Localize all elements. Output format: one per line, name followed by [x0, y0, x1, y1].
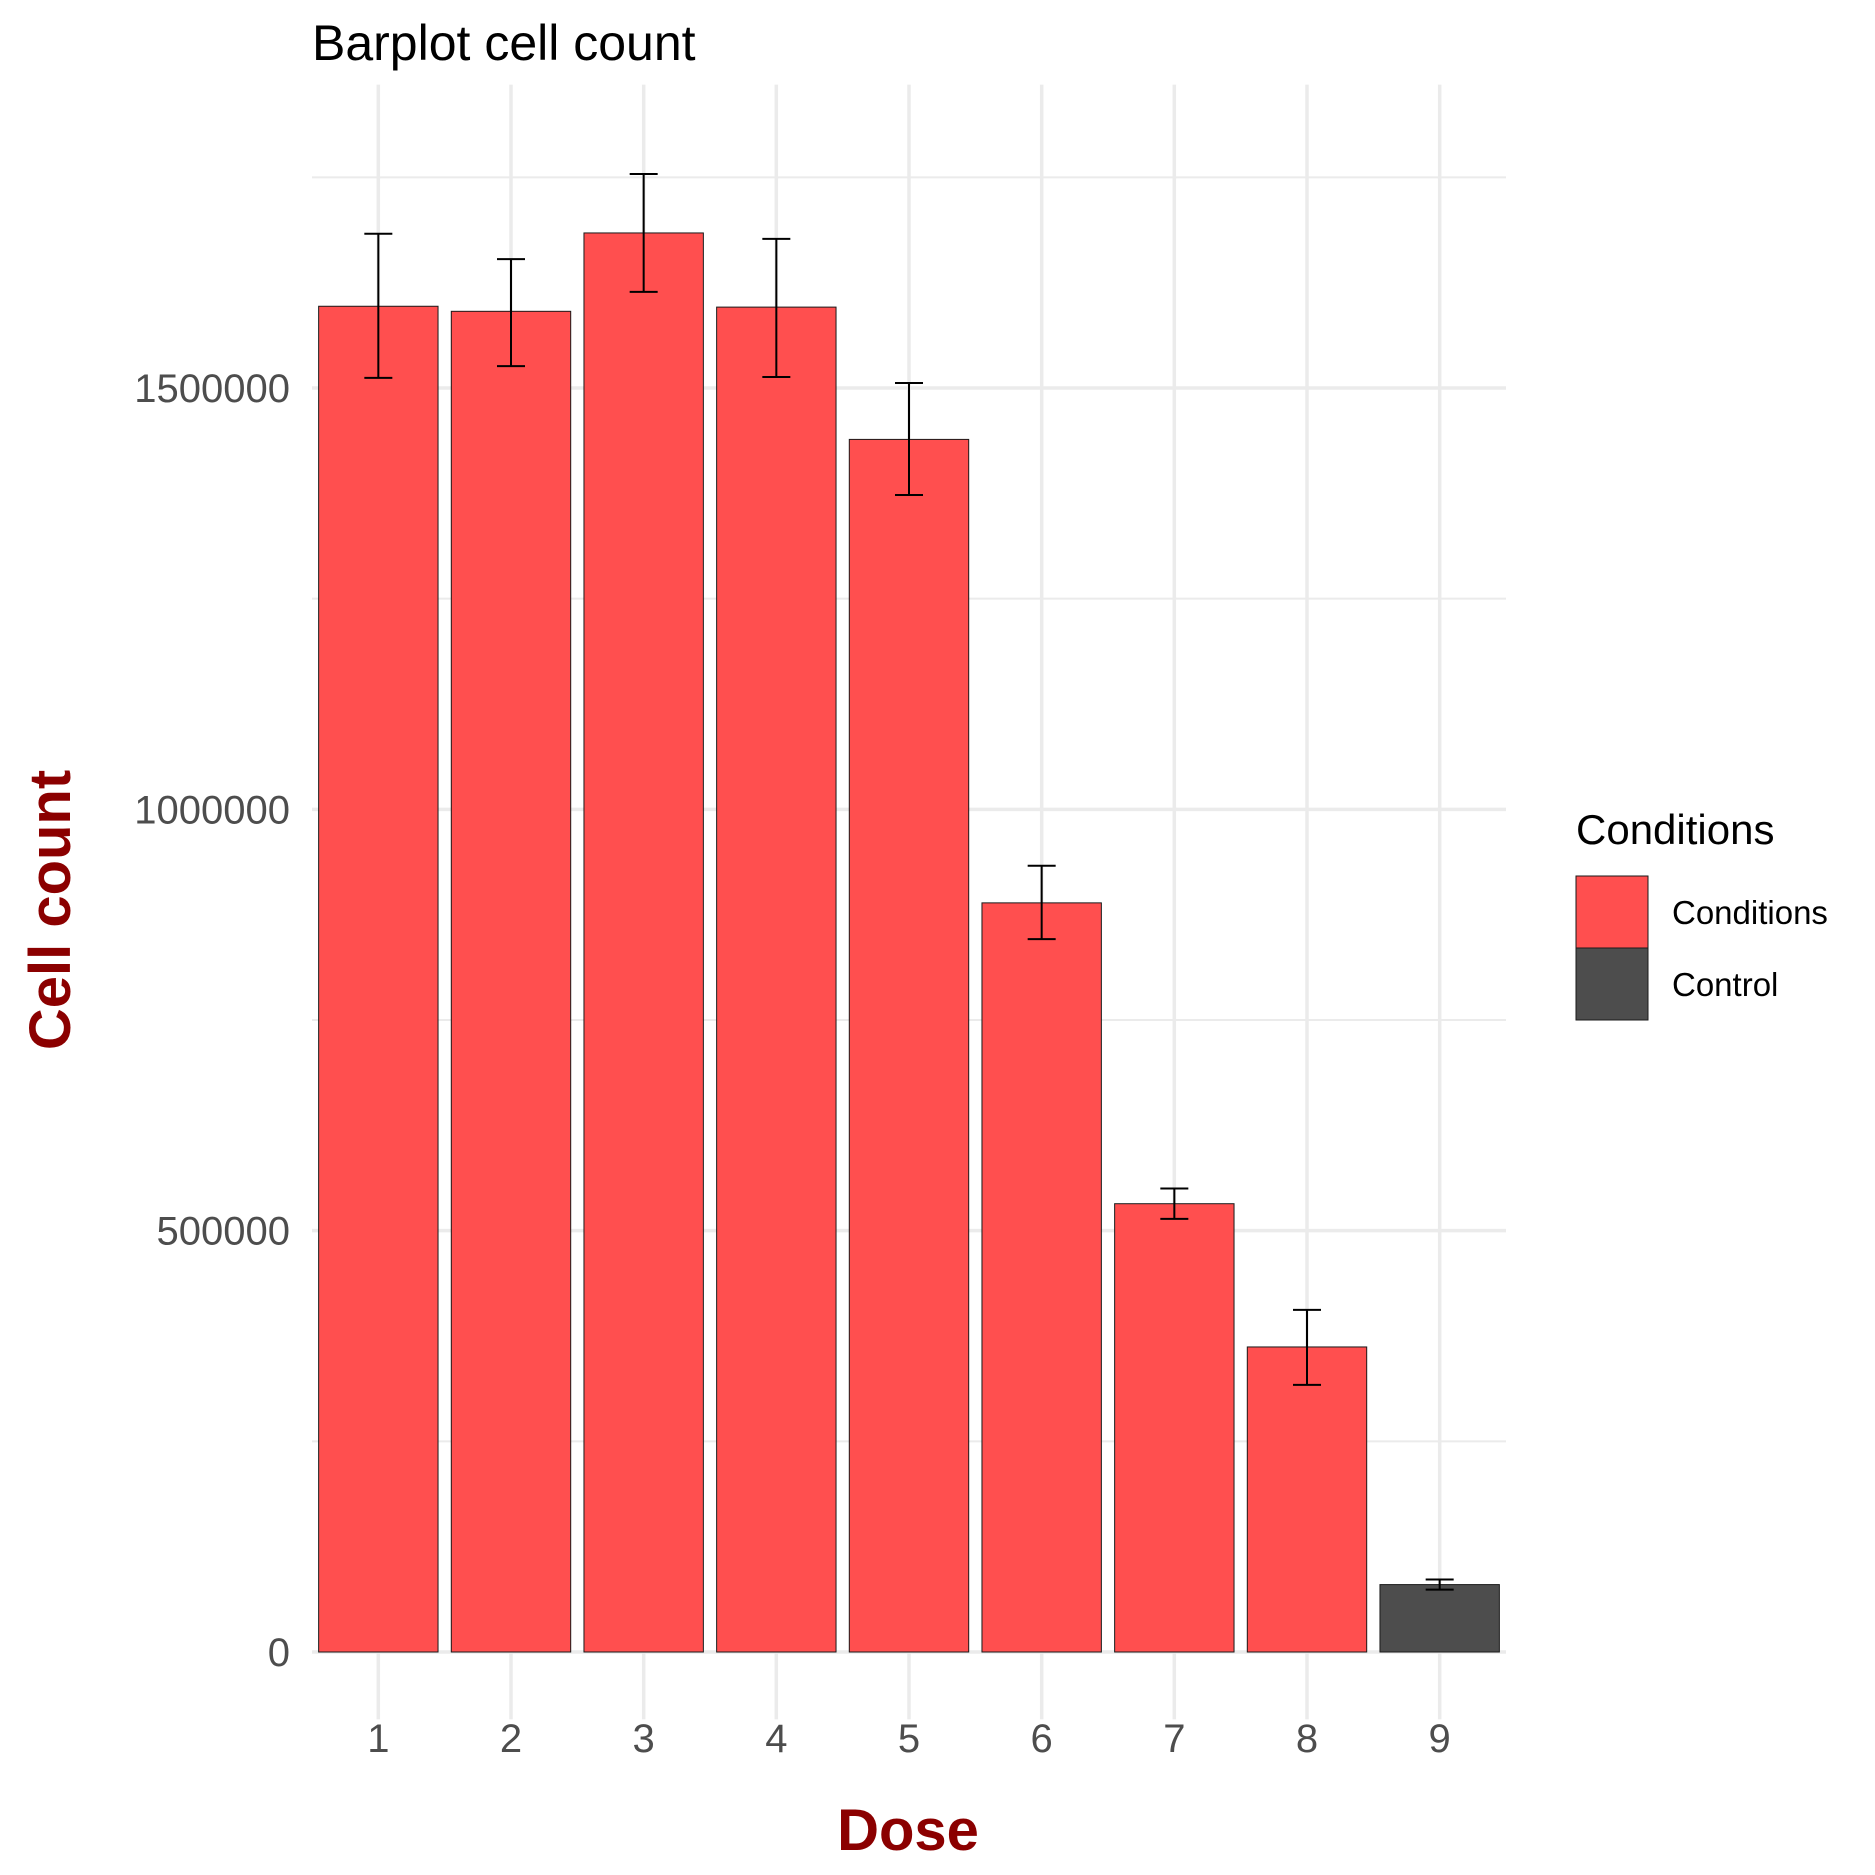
x-axis-title: Dose — [837, 1798, 979, 1863]
bar-7 — [1114, 1203, 1235, 1653]
bars — [318, 232, 1500, 1653]
error-bar-1 — [364, 232, 393, 379]
error-bar-3 — [629, 172, 658, 293]
y-tick-label: 1000000 — [134, 788, 290, 832]
error-bar-8 — [1293, 1308, 1321, 1386]
bar-8 — [1246, 1346, 1368, 1653]
bar-4 — [716, 306, 837, 1653]
x-tick-label: 1 — [367, 1717, 389, 1761]
y-tick-label: 0 — [268, 1631, 290, 1675]
error-bar-6 — [1027, 864, 1056, 941]
legend-label-conditions: Conditions — [1672, 894, 1828, 931]
error-bars — [364, 172, 1454, 1591]
x-tick-label: 8 — [1296, 1717, 1318, 1761]
legend-label-control: Control — [1672, 966, 1778, 1003]
error-bar-2 — [497, 258, 525, 368]
bar-3 — [583, 232, 704, 1653]
legend-key-control — [1575, 947, 1649, 1021]
error-bar-5 — [895, 381, 923, 497]
x-tick-label: 2 — [500, 1717, 522, 1761]
x-axis-tick-labels: 1 2 3 4 5 6 7 8 9 — [367, 1717, 1451, 1761]
bar-5 — [848, 438, 970, 1653]
bar-9 — [1379, 1584, 1500, 1653]
y-axis-tick-labels: 0 500000 1000000 1500000 — [134, 367, 290, 1675]
legend: Conditions Conditions Control — [1575, 806, 1828, 1021]
error-bar-9 — [1425, 1578, 1454, 1591]
bar-1 — [318, 305, 439, 1653]
x-tick-label: 4 — [765, 1717, 787, 1761]
x-tick-label: 7 — [1163, 1717, 1185, 1761]
y-tick-label: 1500000 — [134, 367, 290, 411]
error-bar-4 — [762, 237, 791, 379]
x-tick-label: 3 — [633, 1717, 655, 1761]
y-tick-label: 500000 — [157, 1210, 290, 1254]
bar-2 — [450, 310, 572, 1653]
x-tick-label: 6 — [1031, 1717, 1053, 1761]
error-bar-7 — [1160, 1187, 1189, 1220]
chart-title: Barplot cell count — [312, 15, 696, 71]
x-tick-label: 5 — [898, 1717, 920, 1761]
y-axis-title: Cell count — [18, 770, 83, 1050]
bar-6 — [981, 902, 1102, 1653]
legend-title: Conditions — [1576, 806, 1774, 853]
legend-key-conditions — [1575, 875, 1649, 949]
x-tick-label: 9 — [1429, 1717, 1451, 1761]
